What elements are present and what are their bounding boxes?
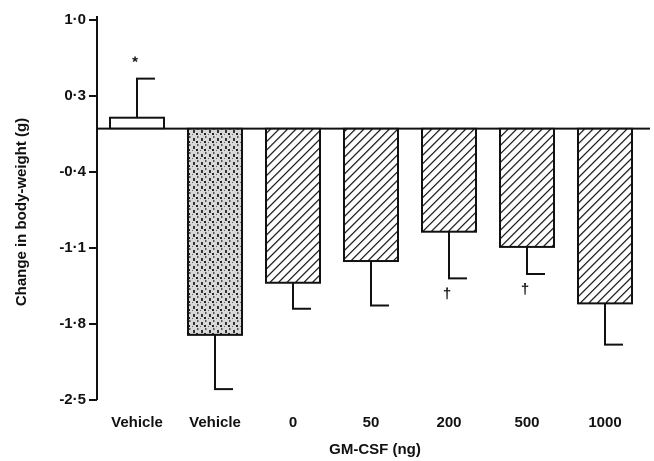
x-tick-label: Vehicle — [111, 414, 163, 431]
x-tick-label: Vehicle — [189, 414, 241, 431]
y-tick-label: 0·3 — [64, 87, 86, 104]
x-tick-label: 0 — [289, 414, 297, 431]
x-tick-label: 500 — [514, 414, 539, 431]
bar — [187, 127, 243, 336]
bar — [499, 127, 555, 248]
y-tick-label: -2·5 — [59, 391, 86, 408]
bar — [577, 127, 633, 305]
annotation: † — [443, 285, 451, 302]
x-tick-label: 50 — [363, 414, 380, 431]
x-axis-title: GM-CSF (ng) — [329, 441, 421, 458]
y-tick-label: 1·0 — [64, 11, 86, 28]
y-tick-label: -0·4 — [59, 163, 86, 180]
y-tick-label: -1·1 — [59, 239, 86, 256]
y-tick-label: -1·8 — [59, 315, 86, 332]
x-tick-label: 1000 — [588, 414, 621, 431]
bar — [343, 127, 399, 263]
bar — [109, 116, 165, 130]
annotation: * — [132, 54, 138, 71]
bar — [265, 127, 321, 284]
y-axis-title: Change in body-weight (g) — [13, 118, 30, 306]
annotation: † — [521, 281, 529, 298]
bar — [421, 127, 477, 233]
x-tick-label: 200 — [436, 414, 461, 431]
